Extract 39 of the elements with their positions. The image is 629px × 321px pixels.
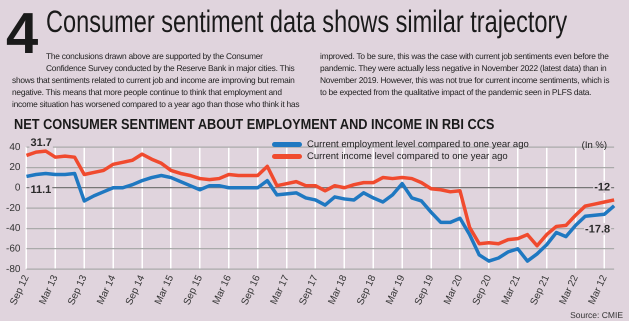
y-tick-label: -80	[6, 264, 21, 275]
x-tick-label: Mar 12	[586, 273, 610, 306]
x-tick-label: Mar 19	[384, 273, 408, 306]
x-tick-label: Sep 19	[412, 273, 436, 307]
x-tick-label: Sep 18	[355, 273, 379, 307]
y-axis-title: (In %)	[582, 140, 607, 151]
data-label: -17.8	[585, 223, 610, 236]
legend-label: Current income level compared to one year ago	[307, 150, 508, 162]
x-tick-label: Sep 13	[66, 273, 90, 307]
chart-subtitle: NET CONSUMER SENTIMENT ABOUT EMPLOYMENT AND INCOME IN RBI CCS	[14, 117, 494, 133]
x-tick-label: Mar 16	[210, 273, 234, 306]
x-tick-label: Sep 16	[240, 273, 264, 307]
y-tick-label: -60	[6, 244, 21, 255]
x-tick-label: Sep 12	[8, 273, 32, 307]
x-tick-label: Sep 21	[528, 273, 552, 307]
x-tick-label: Mar 15	[153, 273, 176, 306]
x-tick-label: Mar 13	[37, 273, 61, 306]
x-tick-label: Sep 20	[470, 273, 494, 307]
data-label: 31.7	[30, 136, 52, 149]
text: 4	[6, 1, 38, 66]
source-note: Source: CMIE	[570, 310, 623, 320]
y-tick-label: -20	[6, 202, 21, 214]
x-tick-label: Mar 14	[95, 273, 119, 306]
chart-title: Consumer sentiment data shows similar trajectory	[46, 4, 568, 40]
legend-label: Current employment level compared to one year ago	[307, 138, 529, 150]
x-tick-label: Mar 18	[326, 273, 350, 306]
y-tick-label: 0	[14, 182, 21, 194]
x-tick-label: Mar 17	[268, 273, 292, 306]
y-tick-label: -40	[6, 223, 21, 234]
y-tick-label: 20	[9, 162, 21, 174]
x-tick-label: Sep 17	[297, 273, 321, 307]
x-tick-label: Mar 22	[558, 273, 581, 306]
data-label: 11.1	[30, 184, 52, 196]
data-label: -12	[594, 181, 610, 194]
x-tick-label: Mar 20	[442, 273, 466, 306]
x-tick-label: Sep 14	[124, 273, 148, 307]
x-tick-label: Sep 15	[182, 273, 206, 307]
y-tick-label: 40	[9, 142, 21, 153]
x-tick-label: Mar 21	[500, 273, 524, 306]
